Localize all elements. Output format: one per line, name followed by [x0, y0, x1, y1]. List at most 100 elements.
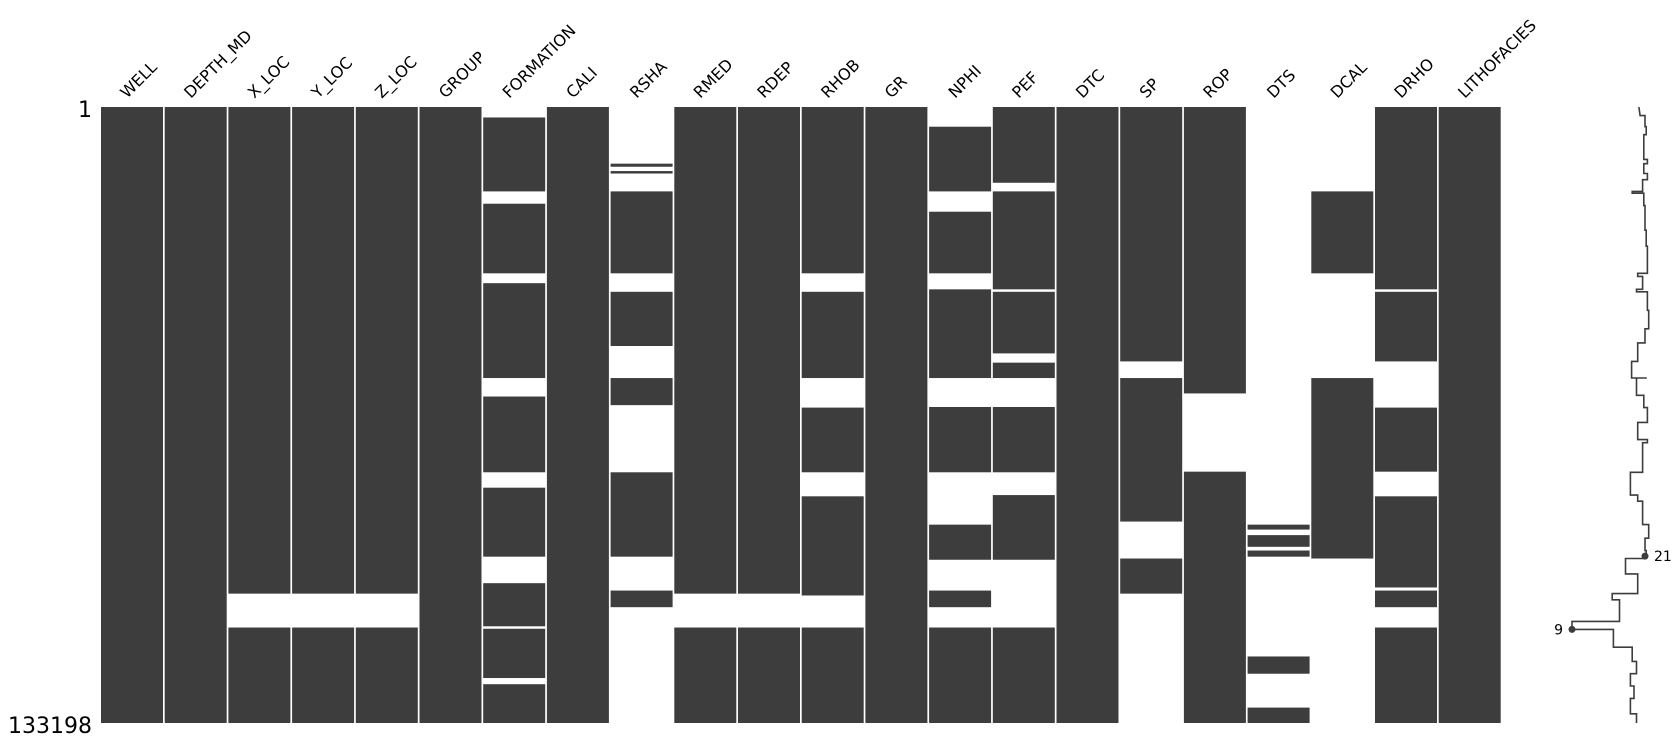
column-dcal [1311, 191, 1374, 559]
column-label-rdep: RDEP [753, 58, 797, 102]
present-segment [801, 291, 864, 379]
present-segment [610, 472, 673, 557]
present-segment [355, 107, 418, 594]
present-segment [483, 628, 546, 679]
present-segment [929, 406, 992, 473]
row-tick-first: 1 [78, 98, 92, 123]
present-segment [483, 583, 546, 627]
column-rdep [738, 107, 800, 723]
column-pef [992, 107, 1055, 723]
present-segment [1183, 471, 1246, 723]
column-label-rmed: RMED [690, 55, 737, 102]
present-segment [1120, 107, 1183, 362]
present-segment [674, 107, 737, 594]
column-gr [865, 107, 928, 723]
column-label-z-loc: Z_LOC [371, 52, 421, 102]
present-segment [738, 627, 800, 723]
sparkline-max-marker [1641, 552, 1649, 560]
present-segment [992, 627, 1055, 723]
present-segment [1375, 627, 1437, 723]
column-label-group: GROUP [435, 48, 489, 102]
present-segment [1120, 558, 1183, 594]
column-rmed [674, 107, 737, 723]
present-segment [1438, 107, 1501, 723]
present-segment [419, 107, 482, 723]
present-segment [1375, 291, 1437, 362]
present-segment [1247, 707, 1310, 723]
present-segment [483, 684, 546, 723]
column-lithofacies [1438, 107, 1501, 723]
present-segment [292, 107, 355, 594]
present-segment [610, 378, 673, 406]
present-segment [228, 107, 291, 594]
column-sp [1120, 107, 1183, 594]
sparkline-min-label: 9 [1554, 622, 1563, 638]
present-segment [1247, 535, 1310, 547]
present-segment [292, 627, 355, 723]
present-segment [992, 191, 1055, 290]
column-label-pef: PEF [1008, 68, 1042, 102]
column-label-dcal: DCAL [1327, 58, 1371, 102]
present-segment [1311, 191, 1374, 274]
present-segment [929, 126, 992, 192]
present-segment [1120, 378, 1183, 522]
present-segment [610, 163, 673, 167]
column-rhob [801, 107, 864, 723]
present-segment [929, 524, 992, 560]
present-segment [610, 291, 673, 347]
present-segment [1375, 107, 1437, 290]
column-x-loc [228, 107, 291, 723]
column-label-x-loc: X_LOC [244, 52, 294, 102]
present-segment [228, 627, 291, 723]
column-depth-md [164, 107, 227, 723]
present-segment [929, 627, 992, 723]
present-segment [929, 289, 992, 379]
column-dtc [1056, 107, 1119, 723]
present-segment [992, 362, 1055, 379]
column-label-y-loc: Y_LOC [307, 53, 357, 103]
present-segment [483, 203, 546, 274]
column-label-nphi: NPHI [944, 61, 985, 102]
present-segment [1375, 590, 1437, 608]
column-label-sp: SP [1136, 74, 1164, 102]
column-well [101, 107, 163, 723]
present-segment [1056, 107, 1119, 723]
column-label-rop: ROP [1199, 65, 1236, 102]
present-segment [801, 407, 864, 473]
present-segment [483, 487, 546, 557]
column-rsha [610, 163, 673, 608]
sparkline-path [1571, 106, 1650, 723]
column-label-depth-md: DEPTH_MD [180, 26, 256, 102]
present-segment [1247, 656, 1310, 674]
present-segment [992, 495, 1055, 560]
present-segment [929, 211, 992, 274]
present-segment [1183, 107, 1246, 394]
present-segment [483, 117, 546, 192]
column-group [419, 107, 482, 723]
present-segment [1311, 378, 1374, 559]
row-tick-last: 133198 [8, 714, 92, 739]
column-formation [483, 117, 546, 723]
present-segment [483, 283, 546, 379]
present-segment [610, 191, 673, 274]
present-segment [801, 107, 864, 274]
present-segment [801, 496, 864, 596]
present-segment [610, 171, 673, 174]
present-segment [929, 590, 992, 608]
present-segment [101, 107, 163, 723]
column-cali [546, 107, 609, 723]
completeness-sparkline: 21 9 [1554, 106, 1672, 723]
column-label-cali: CALI [562, 63, 601, 102]
column-label-rsha: RSHA [626, 57, 671, 102]
present-segment [865, 107, 928, 723]
column-label-well: WELL [116, 57, 160, 101]
column-nphi [929, 126, 992, 723]
column-y-loc [292, 107, 355, 723]
present-segment [1375, 407, 1437, 472]
column-label-dtc: DTC [1072, 66, 1108, 102]
column-label-dts: DTS [1263, 66, 1299, 102]
present-segment [1247, 550, 1310, 557]
sparkline-min-marker [1568, 625, 1576, 633]
column-label-drho: DRHO [1390, 54, 1437, 101]
